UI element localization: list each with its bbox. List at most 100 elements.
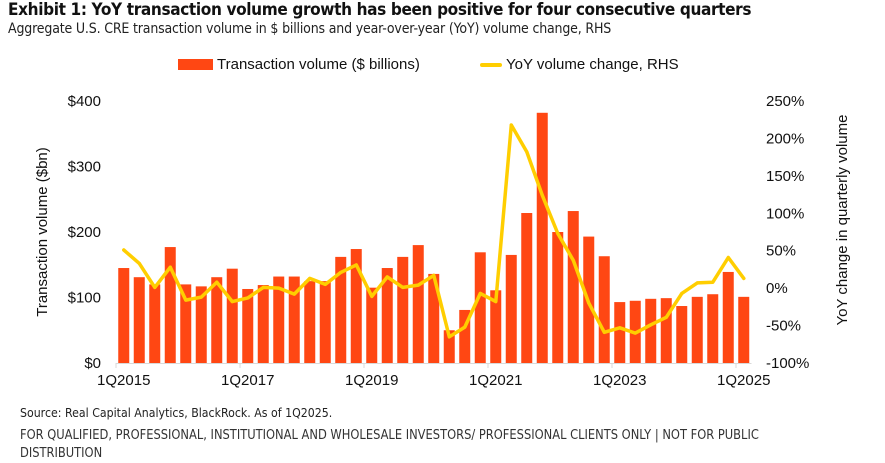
bar	[319, 281, 331, 363]
yoy-point	[447, 335, 451, 339]
yoy-point	[711, 280, 715, 284]
bar	[164, 247, 176, 363]
bar	[707, 294, 719, 363]
bar	[598, 256, 610, 363]
yoy-point	[649, 323, 653, 327]
right-tick-label: 250%	[766, 93, 804, 110]
bar	[443, 330, 455, 363]
bar	[242, 288, 254, 363]
legend-item-yoy: YoY volume change, RHS	[480, 56, 679, 73]
yoy-point	[153, 285, 157, 289]
left-tick-label: $200	[68, 224, 101, 241]
yoy-point	[556, 231, 560, 235]
yoy-point	[416, 283, 420, 287]
bar	[350, 249, 362, 363]
yoy-points	[122, 123, 746, 339]
bar	[195, 286, 207, 363]
yoy-point	[122, 248, 126, 252]
bar	[738, 296, 750, 363]
yoy-point	[308, 276, 312, 280]
right-axis: -100% -50% 0% 50% 100% 150% 200% 250%	[766, 93, 809, 372]
yoy-point	[633, 331, 637, 335]
right-tick-label: -50%	[766, 318, 801, 335]
right-tick-label: 100%	[766, 205, 804, 222]
bar	[273, 276, 285, 363]
yoy-point	[478, 291, 482, 295]
yoy-point	[494, 300, 498, 304]
yoy-point	[695, 281, 699, 285]
bar	[304, 281, 316, 363]
legend-item-volume: Transaction volume ($ billions)	[178, 56, 420, 73]
bar	[552, 232, 564, 363]
disclaimer: FOR QUALIFIED, PROFESSIONAL, INSTITUTION…	[20, 427, 759, 461]
bar	[660, 298, 672, 363]
legend-label-yoy: YoY volume change, RHS	[506, 56, 679, 73]
yoy-point	[571, 258, 575, 262]
yoy-point	[463, 325, 467, 329]
bar	[335, 256, 347, 363]
yoy-point	[680, 291, 684, 295]
bar	[211, 277, 223, 363]
right-tick-label: 0%	[766, 280, 788, 297]
yoy-point	[230, 300, 234, 304]
yoy-point	[215, 280, 219, 284]
x-tick-label: 1Q2021	[469, 372, 522, 389]
right-tick-label: 200%	[766, 130, 804, 147]
bar	[397, 256, 409, 363]
bar	[614, 302, 626, 363]
yoy-point	[401, 285, 405, 289]
bar	[722, 271, 734, 363]
yoy-point	[432, 273, 436, 277]
legend: Transaction volume ($ billions) YoY volu…	[0, 56, 885, 80]
x-axis: 1Q2015 1Q2017 1Q2019 1Q2021 1Q2023 1Q2025	[97, 363, 770, 389]
bar	[645, 298, 657, 363]
yoy-point	[246, 296, 250, 300]
x-tick-label: 1Q2015	[97, 372, 150, 389]
chart-subtitle: Aggregate U.S. CRE transaction volume in…	[8, 21, 612, 37]
left-tick-label: $100	[68, 290, 101, 307]
bar	[180, 284, 192, 363]
bar	[459, 309, 471, 363]
left-axis-title: Transaction volume ($bn)	[34, 147, 51, 317]
bar	[536, 112, 548, 363]
right-tick-label: -100%	[766, 355, 809, 372]
legend-swatch-line	[480, 62, 502, 67]
bar	[257, 285, 269, 363]
chart-area: $0 $100 $200 $300 $400 -100% -50% 0% 50% 100% 150…	[34, 93, 851, 389]
yoy-point	[277, 286, 281, 290]
bar	[474, 252, 486, 363]
yoy-point	[199, 295, 203, 299]
bar	[428, 273, 440, 363]
right-tick-label: 50%	[766, 243, 796, 260]
yoy-point	[664, 315, 668, 319]
right-axis-title: YoY change in quarterly volume	[834, 115, 851, 326]
yoy-point	[525, 150, 529, 154]
yoy-point	[385, 275, 389, 279]
yoy-point	[168, 265, 172, 269]
bar	[381, 268, 393, 363]
left-tick-label: $0	[84, 355, 101, 372]
x-tick-label: 1Q2025	[717, 372, 770, 389]
yoy-point	[509, 123, 513, 127]
legend-label-volume: Transaction volume ($ billions)	[217, 56, 420, 73]
left-tick-label: $300	[68, 159, 101, 176]
yoy-point	[742, 276, 746, 280]
yoy-point	[618, 326, 622, 330]
legend-swatch-bar	[178, 59, 213, 70]
bar	[676, 306, 688, 363]
bar	[490, 290, 502, 363]
bar	[691, 296, 703, 363]
yoy-point	[261, 285, 265, 289]
yoy-point	[137, 261, 141, 265]
bar	[366, 287, 378, 363]
bar	[149, 284, 161, 363]
yoy-point	[354, 263, 358, 267]
bar	[133, 277, 145, 363]
yoy-point	[339, 270, 343, 274]
bar	[521, 213, 533, 363]
bar	[505, 254, 517, 363]
x-tick-label: 1Q2023	[593, 372, 646, 389]
bar	[226, 268, 238, 363]
left-tick-label: $400	[68, 93, 101, 110]
source-note: Source: Real Capital Analytics, BlackRoc…	[20, 405, 333, 420]
